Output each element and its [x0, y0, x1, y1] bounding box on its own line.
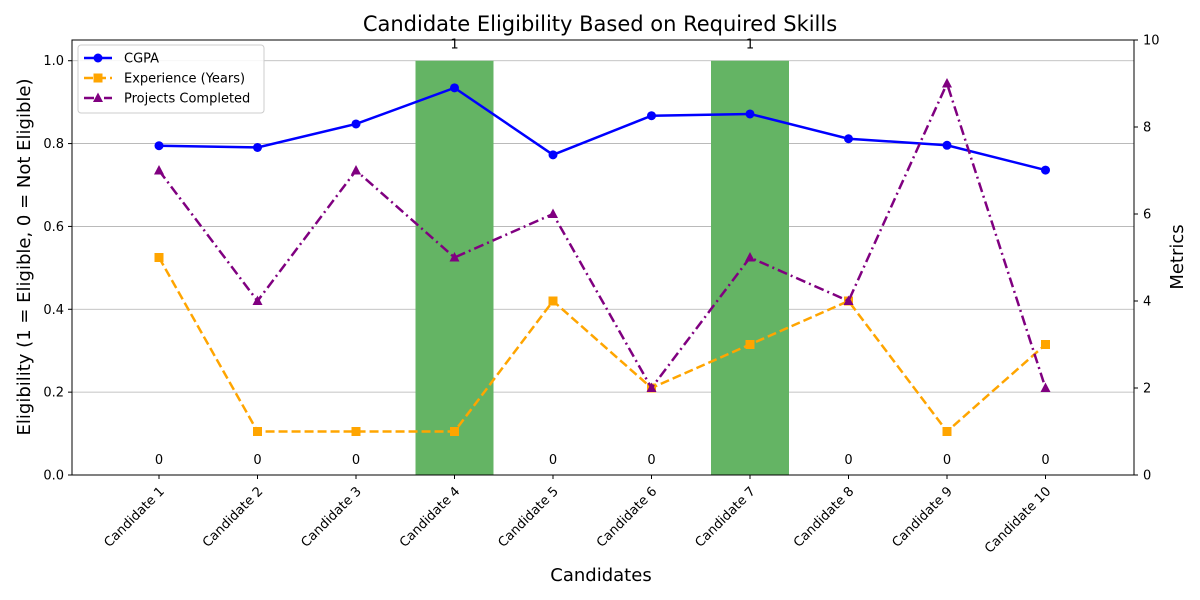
- eligibility-labels: 0 0 0 1 0 0 1 0 0 0: [155, 38, 1050, 468]
- legend-box: [77, 44, 265, 114]
- data-point: [351, 165, 361, 175]
- legend-marker: [93, 73, 103, 83]
- data-point: [1041, 340, 1050, 349]
- x-tick-label: Candidate 8: [791, 484, 857, 550]
- x-tick-label: Candidate 9: [889, 484, 955, 550]
- eligibility-bars: [415, 60, 789, 475]
- data-point: [1041, 165, 1050, 175]
- data-point: [252, 295, 263, 305]
- y-axis-left-label: Eligibility (1 = Eligible, 0 = Not Eligi…: [14, 79, 35, 436]
- eligibility-bar: [415, 60, 494, 475]
- eligibility-value-label: 0: [352, 453, 360, 468]
- data-point: [843, 295, 854, 305]
- data-point: [942, 427, 952, 436]
- eligibility-value-label: 0: [155, 453, 163, 468]
- data-point: [154, 141, 164, 151]
- eligibility-value-label: 0: [647, 453, 655, 468]
- y-right-tick-label: 6: [1143, 208, 1151, 223]
- data-point: [154, 253, 164, 262]
- data-point: [942, 140, 952, 150]
- eligibility-value-label: 0: [1041, 453, 1049, 468]
- data-point: [450, 83, 459, 93]
- y-left-tick-label: 0.4: [43, 303, 64, 318]
- data-point: [351, 119, 361, 129]
- y-axis-right-label: Metrics: [1167, 224, 1188, 289]
- x-tick-label: Candidate 6: [594, 484, 660, 550]
- series-line: [157, 256, 1047, 434]
- data-point: [548, 208, 558, 218]
- x-axis-label: Candidates: [550, 565, 651, 586]
- eligibility-value-label: 0: [844, 453, 852, 468]
- series-line: [158, 80, 1047, 391]
- eligibility-value-label: 1: [450, 38, 458, 53]
- data-point: [548, 150, 558, 160]
- eligibility-value-label: 1: [746, 38, 754, 53]
- metric-lines: [154, 78, 1051, 436]
- y-left-tick-label: 1.0: [43, 54, 64, 69]
- x-tick-label: Candidate 7: [692, 484, 758, 550]
- series-line: [158, 86, 1046, 172]
- data-point: [154, 165, 164, 175]
- data-point: [745, 252, 755, 262]
- data-point: [646, 382, 657, 392]
- data-point: [449, 252, 460, 262]
- y-right-tick-label: 4: [1143, 295, 1151, 310]
- chart-title: Candidate Eligibility Based on Required …: [363, 12, 837, 36]
- data-point: [942, 78, 952, 88]
- legend-marker: [93, 92, 103, 102]
- legend: CGPA Experience (Years) Projects Completed: [77, 44, 265, 114]
- eligibility-value-label: 0: [549, 453, 557, 468]
- y-right-tick-label: 2: [1143, 382, 1151, 397]
- y-left-tick-label: 0.8: [43, 137, 64, 152]
- data-point: [548, 296, 558, 306]
- data-point: [253, 427, 262, 436]
- plot-frame: [71, 39, 1135, 476]
- y-left-tick-label: 0.6: [43, 220, 64, 235]
- data-point: [1040, 382, 1051, 392]
- eligibility-value-label: 0: [253, 453, 261, 468]
- y-left-tick-label: 0.0: [43, 469, 64, 484]
- legend-label: Experience (Years): [124, 72, 245, 87]
- eligibility-bar: [711, 60, 789, 475]
- legend-label: CGPA: [124, 52, 159, 67]
- x-tick-label: Candidate 3: [298, 484, 364, 550]
- data-point: [450, 427, 459, 436]
- y-right-tick-label: 0: [1143, 469, 1151, 484]
- data-point: [253, 142, 262, 152]
- x-tick-label: Candidate 2: [200, 484, 266, 550]
- data-point: [745, 109, 755, 119]
- legend-marker: [93, 53, 103, 63]
- eligibility-value-label: 0: [943, 453, 951, 468]
- data-point: [745, 340, 755, 349]
- x-tick-label: Candidate 5: [495, 484, 561, 550]
- data-point: [844, 134, 853, 144]
- legend-label: Projects Completed: [124, 92, 250, 107]
- y-right-tick-label: 8: [1143, 121, 1151, 136]
- x-tick-label: Candidate 10: [982, 484, 1054, 556]
- y-left-tick-label: 0.2: [43, 386, 64, 401]
- x-tick-label: Candidate 1: [101, 484, 167, 550]
- data-point: [351, 427, 361, 436]
- x-tick-label: Candidate 4: [397, 484, 463, 550]
- y-right-tick-label: 10: [1143, 34, 1160, 49]
- data-point: [647, 111, 656, 121]
